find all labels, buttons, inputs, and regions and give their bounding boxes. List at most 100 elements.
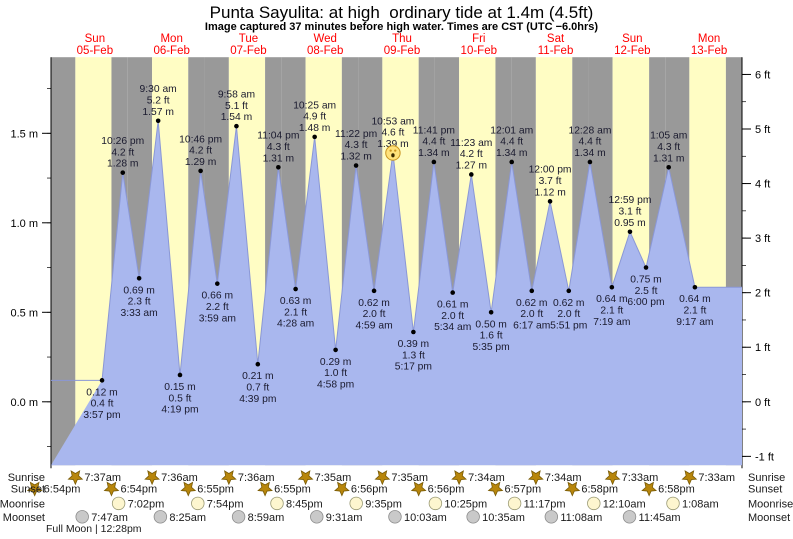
svg-text:5:17 pm: 5:17 pm: [395, 362, 432, 373]
svg-text:0 ft: 0 ft: [755, 397, 770, 409]
svg-text:Mon: Mon: [698, 33, 720, 45]
svg-text:Wed: Wed: [313, 33, 336, 45]
svg-text:10:46 pm: 10:46 pm: [179, 134, 222, 145]
svg-text:0.62 m: 0.62 m: [553, 298, 584, 309]
svg-text:10-Feb: 10-Feb: [461, 45, 497, 57]
svg-text:0.64 m: 0.64 m: [596, 294, 627, 305]
svg-text:9:31am: 9:31am: [326, 512, 363, 524]
svg-text:10:26 pm: 10:26 pm: [101, 136, 144, 147]
svg-text:4.2 ft: 4.2 ft: [460, 149, 483, 160]
svg-text:12:10am: 12:10am: [603, 498, 646, 510]
svg-text:Moonrise: Moonrise: [0, 498, 45, 510]
svg-text:3:33 am: 3:33 am: [121, 308, 158, 319]
svg-text:0.0 m: 0.0 m: [10, 397, 38, 409]
svg-text:12:00 pm: 12:00 pm: [529, 165, 572, 176]
svg-text:12:01 am: 12:01 am: [490, 125, 533, 136]
svg-text:Sunset: Sunset: [748, 483, 782, 495]
svg-text:3 ft: 3 ft: [755, 233, 770, 245]
svg-text:2.0 ft: 2.0 ft: [363, 309, 386, 320]
svg-text:1.57 m: 1.57 m: [142, 107, 173, 118]
svg-text:7:19 am: 7:19 am: [593, 317, 630, 328]
svg-text:1.34 m: 1.34 m: [496, 148, 527, 159]
svg-text:Sun: Sun: [85, 33, 105, 45]
svg-text:6:57pm: 6:57pm: [505, 483, 542, 495]
svg-text:Sunrise: Sunrise: [8, 472, 45, 484]
svg-text:0.61 m: 0.61 m: [437, 300, 468, 311]
svg-text:6:58pm: 6:58pm: [581, 483, 618, 495]
svg-text:6:58pm: 6:58pm: [658, 483, 695, 495]
svg-text:11:08am: 11:08am: [560, 512, 602, 524]
svg-text:0.62 m: 0.62 m: [516, 298, 547, 309]
svg-text:-1 ft: -1 ft: [755, 451, 774, 463]
svg-text:11:41 pm: 11:41 pm: [413, 125, 455, 136]
svg-text:11-Feb: 11-Feb: [538, 45, 574, 57]
svg-text:1:05 am: 1:05 am: [650, 131, 687, 142]
svg-text:2.5 ft: 2.5 ft: [635, 286, 658, 297]
svg-text:Punta Sayulita: at high ordin: Punta Sayulita: at high ordinary tide at…: [210, 3, 594, 22]
svg-text:0.15 m: 0.15 m: [164, 382, 195, 393]
svg-text:4.3 ft: 4.3 ft: [267, 142, 290, 153]
svg-text:Sat: Sat: [547, 33, 565, 45]
svg-text:4 ft: 4 ft: [755, 179, 770, 191]
svg-text:Image captured 37 minutes befo: Image captured 37 minutes before high wa…: [205, 21, 599, 33]
svg-text:Moonset: Moonset: [3, 512, 45, 524]
svg-text:4:58 pm: 4:58 pm: [317, 379, 354, 390]
svg-text:0.63 m: 0.63 m: [280, 296, 311, 307]
svg-text:2 ft: 2 ft: [755, 288, 770, 300]
svg-text:9:30 am: 9:30 am: [140, 84, 177, 95]
svg-text:Full Moon | 12:28pm: Full Moon | 12:28pm: [46, 523, 142, 535]
svg-text:Mon: Mon: [160, 33, 182, 45]
svg-text:6:54pm: 6:54pm: [44, 483, 81, 495]
svg-text:0.62 m: 0.62 m: [358, 298, 389, 309]
svg-text:1.31 m: 1.31 m: [653, 153, 684, 164]
svg-text:1.27 m: 1.27 m: [456, 160, 487, 171]
svg-text:0.4 ft: 0.4 ft: [91, 399, 114, 410]
svg-text:4.4 ft: 4.4 ft: [578, 137, 601, 148]
svg-text:11:17pm: 11:17pm: [524, 498, 566, 510]
svg-text:6:55pm: 6:55pm: [197, 483, 234, 495]
svg-text:11:22 pm: 11:22 pm: [335, 129, 377, 140]
svg-text:5.2 ft: 5.2 ft: [147, 95, 170, 106]
svg-text:0.50 m: 0.50 m: [475, 319, 506, 330]
svg-text:9:17 am: 9:17 am: [676, 317, 713, 328]
svg-text:Thu: Thu: [392, 33, 412, 45]
svg-text:9:35pm: 9:35pm: [365, 498, 402, 510]
svg-text:2.2 ft: 2.2 ft: [206, 302, 229, 313]
svg-text:3:57 pm: 3:57 pm: [83, 410, 120, 421]
svg-text:6:55pm: 6:55pm: [274, 483, 311, 495]
svg-text:2.1 ft: 2.1 ft: [600, 306, 623, 317]
svg-text:7:47am: 7:47am: [91, 512, 128, 524]
svg-text:0.7 ft: 0.7 ft: [246, 383, 269, 394]
svg-text:11:45am: 11:45am: [639, 512, 681, 524]
svg-text:12:28 am: 12:28 am: [568, 125, 611, 136]
svg-text:7:35am: 7:35am: [391, 472, 428, 484]
svg-text:7:54pm: 7:54pm: [207, 498, 244, 510]
svg-text:0.21 m: 0.21 m: [242, 371, 273, 382]
svg-text:8:45pm: 8:45pm: [286, 498, 323, 510]
svg-text:1.48 m: 1.48 m: [299, 123, 330, 134]
svg-text:1.28 m: 1.28 m: [107, 159, 138, 170]
svg-text:5 ft: 5 ft: [755, 124, 770, 136]
svg-text:12:59 pm: 12:59 pm: [609, 195, 652, 206]
svg-text:3.7 ft: 3.7 ft: [539, 176, 562, 187]
svg-text:0.29 m: 0.29 m: [320, 357, 351, 368]
svg-text:Fri: Fri: [472, 33, 485, 45]
svg-text:7:33am: 7:33am: [698, 472, 735, 484]
svg-text:0.95 m: 0.95 m: [614, 218, 645, 229]
svg-text:08-Feb: 08-Feb: [307, 45, 343, 57]
svg-text:1.0 m: 1.0 m: [10, 218, 38, 230]
svg-text:09-Feb: 09-Feb: [384, 45, 420, 57]
svg-text:07-Feb: 07-Feb: [230, 45, 266, 57]
svg-text:Tue: Tue: [239, 33, 258, 45]
svg-text:1.3 ft: 1.3 ft: [402, 350, 425, 361]
svg-text:6:17 am: 6:17 am: [513, 320, 550, 331]
svg-text:4.9 ft: 4.9 ft: [303, 112, 326, 123]
svg-text:1.34 m: 1.34 m: [574, 148, 605, 159]
svg-text:4.4 ft: 4.4 ft: [422, 137, 445, 148]
svg-text:2.0 ft: 2.0 ft: [557, 309, 580, 320]
svg-text:Sunrise: Sunrise: [748, 472, 785, 484]
svg-text:05-Feb: 05-Feb: [77, 45, 113, 57]
svg-text:1.32 m: 1.32 m: [340, 152, 371, 163]
svg-text:Moonrise: Moonrise: [748, 498, 793, 510]
svg-text:1.34 m: 1.34 m: [418, 148, 449, 159]
